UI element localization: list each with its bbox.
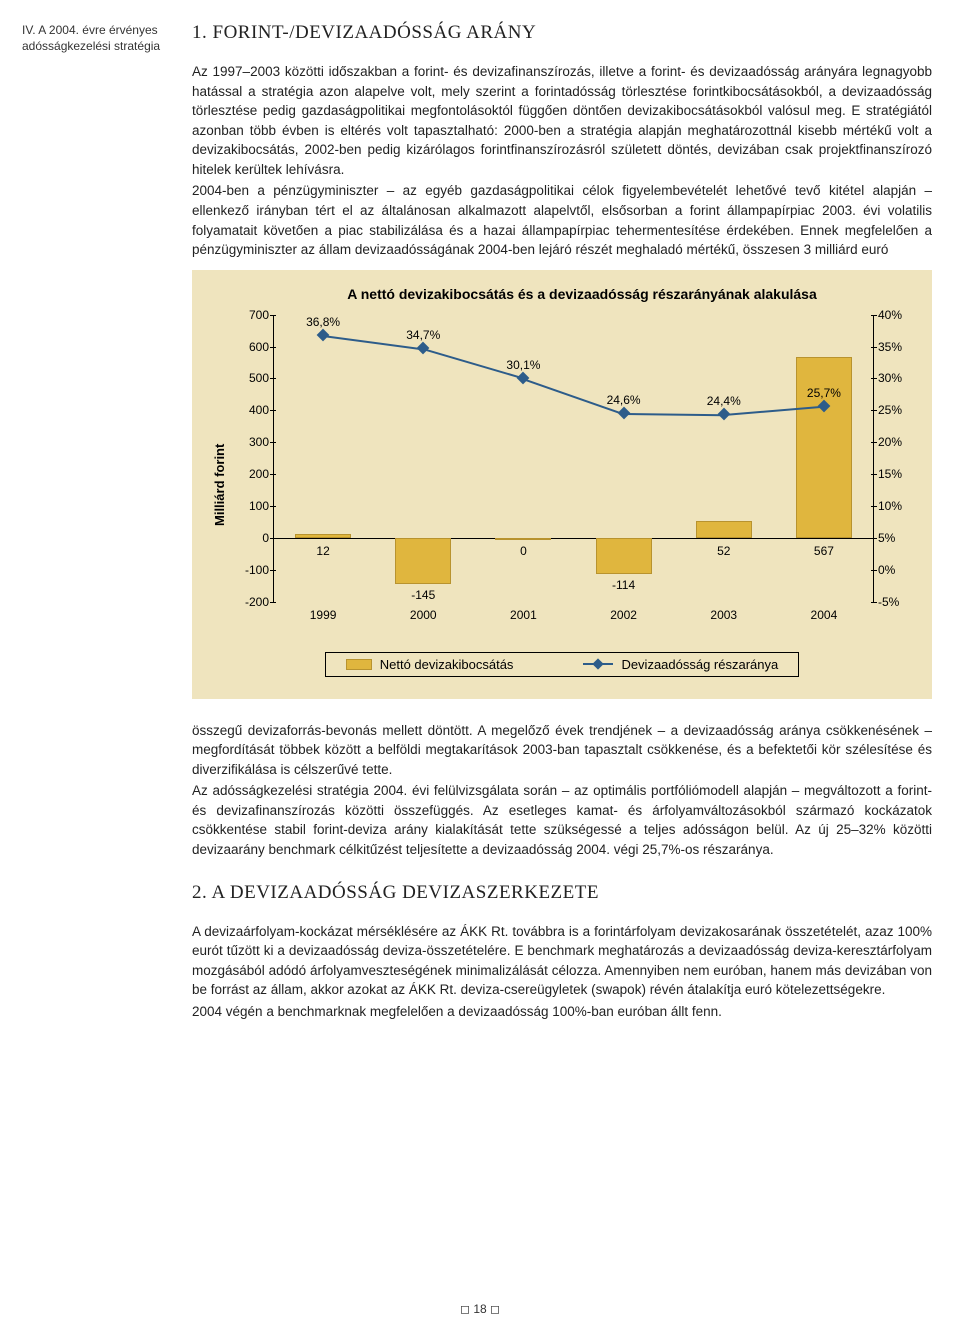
bar bbox=[796, 357, 852, 538]
line-point bbox=[317, 329, 330, 342]
legend-bar: Nettó devizakibocsátás bbox=[346, 657, 514, 672]
x-tick: 2000 bbox=[410, 608, 437, 622]
x-tick: 1999 bbox=[310, 608, 337, 622]
line-point bbox=[417, 342, 430, 355]
page-number: 18 bbox=[473, 1302, 486, 1316]
line-point bbox=[517, 371, 530, 384]
section-2-title: 2. A DEVIZAADÓSSÁG DEVIZASZERKEZETE bbox=[192, 882, 932, 904]
section-1-para-1: Az 1997–2003 közötti időszakban a forint… bbox=[192, 62, 932, 179]
bar bbox=[495, 538, 551, 540]
chart-plot: -200-1000100200300400500600700-5%0%5%10%… bbox=[235, 310, 912, 640]
line-point bbox=[717, 408, 730, 421]
bar bbox=[696, 521, 752, 538]
page-footer: ◻ 18 ◻ bbox=[0, 1302, 960, 1316]
x-tick: 2001 bbox=[510, 608, 537, 622]
x-tick: 2002 bbox=[610, 608, 637, 622]
main-content: 1. FORINT-/DEVIZAADÓSSÁG ARÁNY Az 1997–2… bbox=[192, 22, 932, 1023]
chart-ylabel: Milliárd forint bbox=[212, 310, 227, 640]
bar bbox=[395, 538, 451, 584]
chart-title: A nettó devizakibocsátás és a devizaadós… bbox=[252, 286, 912, 302]
x-tick: 2003 bbox=[710, 608, 737, 622]
chart-panel: A nettó devizakibocsátás és a devizaadós… bbox=[192, 270, 932, 699]
section-2-para-2: 2004 végén a benchmarknak megfelelően a … bbox=[192, 1002, 932, 1022]
sidebar-note: IV. A 2004. évre érvényes adósságkezelés… bbox=[22, 22, 172, 54]
chart-legend: Nettó devizakibocsátás Devizaadósság rés… bbox=[325, 652, 800, 677]
section-1-para-4: Az adósságkezelési stratégia 2004. évi f… bbox=[192, 781, 932, 859]
line-point bbox=[617, 406, 630, 419]
legend-line-label: Devizaadósság részaránya bbox=[621, 657, 778, 672]
section-1-para-2: 2004-ben a pénzügyminiszter – az egyéb g… bbox=[192, 181, 932, 259]
section-1-title: 1. FORINT-/DEVIZAADÓSSÁG ARÁNY bbox=[192, 22, 932, 44]
legend-line: Devizaadósság részaránya bbox=[583, 657, 778, 672]
bar bbox=[596, 538, 652, 574]
x-tick: 2004 bbox=[811, 608, 838, 622]
bar bbox=[295, 534, 351, 538]
section-2-para-1: A devizaárfolyam-kockázat mérséklésére a… bbox=[192, 922, 932, 1000]
legend-bar-label: Nettó devizakibocsátás bbox=[380, 657, 514, 672]
section-1-para-3: összegű devizaforrás-bevonás mellett dön… bbox=[192, 721, 932, 780]
